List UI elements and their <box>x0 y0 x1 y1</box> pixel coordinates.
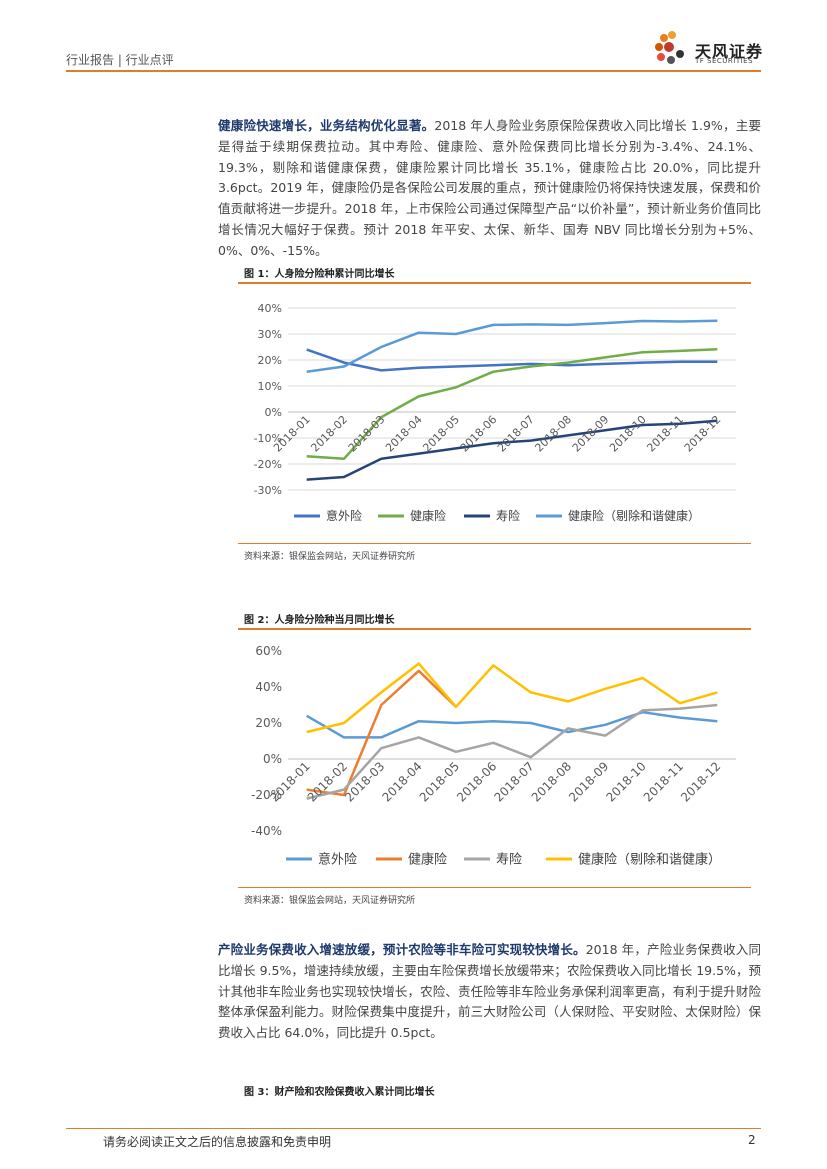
footer-divider <box>66 1128 761 1129</box>
x-tick-label: 2018-02 <box>305 759 350 804</box>
logo-name-en: TF SECURITIES <box>695 57 754 65</box>
x-tick-label: 2018-04 <box>383 413 425 455</box>
y-tick-label: -20% <box>254 458 282 471</box>
logo-petal-icon <box>657 53 665 61</box>
y-tick-label: -30% <box>254 484 282 497</box>
y-tick-label: 0% <box>263 752 282 766</box>
legend-label: 健康险 <box>408 852 447 868</box>
y-tick-label: 20% <box>258 354 282 367</box>
paragraph-property-insurance: 产险业务保费收入增速放缓，预计农险等非车险可实现较快增长。2018 年，产险业务… <box>218 940 761 1044</box>
figure3-title: 图 3：财产险和农险保费收入累计同比增长 <box>244 1087 435 1098</box>
company-logo <box>655 31 684 64</box>
y-tick-label: 60% <box>255 644 282 658</box>
series-line <box>306 419 718 481</box>
series-line <box>306 348 718 372</box>
y-tick-label: -10% <box>254 432 282 445</box>
paragraph-health-insurance: 健康险快速增长，业务结构优化显著。2018 年人身险业务原保险保费收入同比增长 … <box>218 116 761 262</box>
x-tick-label: 2018-04 <box>379 759 424 804</box>
legend-label: 寿险 <box>496 853 522 868</box>
legend-label: 意外险 <box>318 852 357 868</box>
x-tick-label: 2018-08 <box>532 413 574 455</box>
footer-disclaimer: 请务必阅读正文之后的信息披露和免责申明 <box>103 1135 332 1149</box>
figure1-title: 图 1：人身险分险种累计同比增长 <box>244 269 395 280</box>
page-number: 2 <box>748 1133 756 1147</box>
legend-label: 寿险 <box>496 508 520 523</box>
y-tick-label: 20% <box>255 716 282 730</box>
x-tick-label: 2018-07 <box>491 759 536 804</box>
legend-label: 意外险 <box>326 508 362 523</box>
legend-label: 健康险（剔除和谐健康） <box>578 852 721 868</box>
paragraph-lead: 健康险快速增长，业务结构优化显著。 <box>218 118 435 133</box>
series-line <box>306 662 718 734</box>
series-line <box>306 319 718 373</box>
x-tick-label: 2018-09 <box>566 759 611 804</box>
legend-label: 健康险（剔除和谐健康） <box>568 508 700 523</box>
x-tick-label: 2018-06 <box>454 759 499 804</box>
y-tick-label: -40% <box>251 824 282 838</box>
figure2-bottom-rule <box>238 887 751 888</box>
figure1-bottom-rule <box>238 543 751 544</box>
logo-petal-icon <box>655 43 663 51</box>
x-tick-label: 2018-07 <box>495 413 537 455</box>
figure2-title: 图 2：人身险分险种当月同比增长 <box>244 615 395 626</box>
logo-petal-icon <box>676 50 684 58</box>
x-tick-label: 2018-10 <box>607 413 649 455</box>
x-tick-label: 2018-12 <box>678 759 723 804</box>
figure2-chart: -40%-20%0%20%40%60%2018-012018-022018-03… <box>251 644 736 868</box>
header-section: 行业报告 | 行业点评 <box>66 53 174 67</box>
logo-petal-icon <box>668 31 676 39</box>
x-tick-label: 2018-03 <box>346 413 388 455</box>
y-tick-label: 0% <box>265 406 282 419</box>
x-tick-label: 2018-02 <box>308 413 350 455</box>
x-tick-label: 2018-11 <box>641 759 686 804</box>
y-tick-label: 40% <box>255 680 282 694</box>
y-tick-label: -20% <box>251 788 282 802</box>
x-tick-label: 2018-05 <box>417 759 462 804</box>
y-tick-label: 10% <box>258 380 282 393</box>
paragraph-lead: 产险业务保费收入增速放缓，预计农险等非车险可实现较快增长。 <box>218 942 586 957</box>
x-tick-label: 2018-06 <box>458 413 500 455</box>
figure2-source: 资料来源：银保监会网站，天风证券研究所 <box>244 896 416 906</box>
logo-name-cn: 天风证券 <box>695 42 764 61</box>
figure2-top-rule <box>238 628 751 630</box>
x-tick-label: 2018-12 <box>682 413 724 455</box>
series-line <box>306 703 718 800</box>
x-tick-label: 2018-08 <box>529 759 574 804</box>
logo-petal-icon <box>667 56 675 64</box>
x-tick-label: 2018-10 <box>603 759 648 804</box>
figure1-chart: -30%-20%-10%0%10%20%30%40%2018-012018-02… <box>254 302 736 523</box>
legend-label: 健康险 <box>410 508 446 523</box>
header-divider <box>66 70 761 72</box>
series-line <box>306 348 718 461</box>
y-tick-label: 40% <box>258 302 282 315</box>
figure1-source: 资料来源：银保监会网站，天风证券研究所 <box>244 552 416 562</box>
figure1-top-rule <box>238 282 751 284</box>
logo-petal-icon <box>664 42 674 52</box>
paragraph-body: 2018 年人身险业务原保险保费收入同比增长 1.9%，主要是得益于续期保费拉动… <box>218 118 761 258</box>
logo-petal-icon <box>660 34 668 42</box>
series-line <box>306 710 718 739</box>
x-tick-label: 2018-11 <box>644 413 686 455</box>
paragraph-body: 2018 年，产险业务保费收入同比增长 9.5%，增速持续放缓，主要由车险保费增… <box>218 942 761 1041</box>
y-tick-label: 30% <box>258 328 282 341</box>
